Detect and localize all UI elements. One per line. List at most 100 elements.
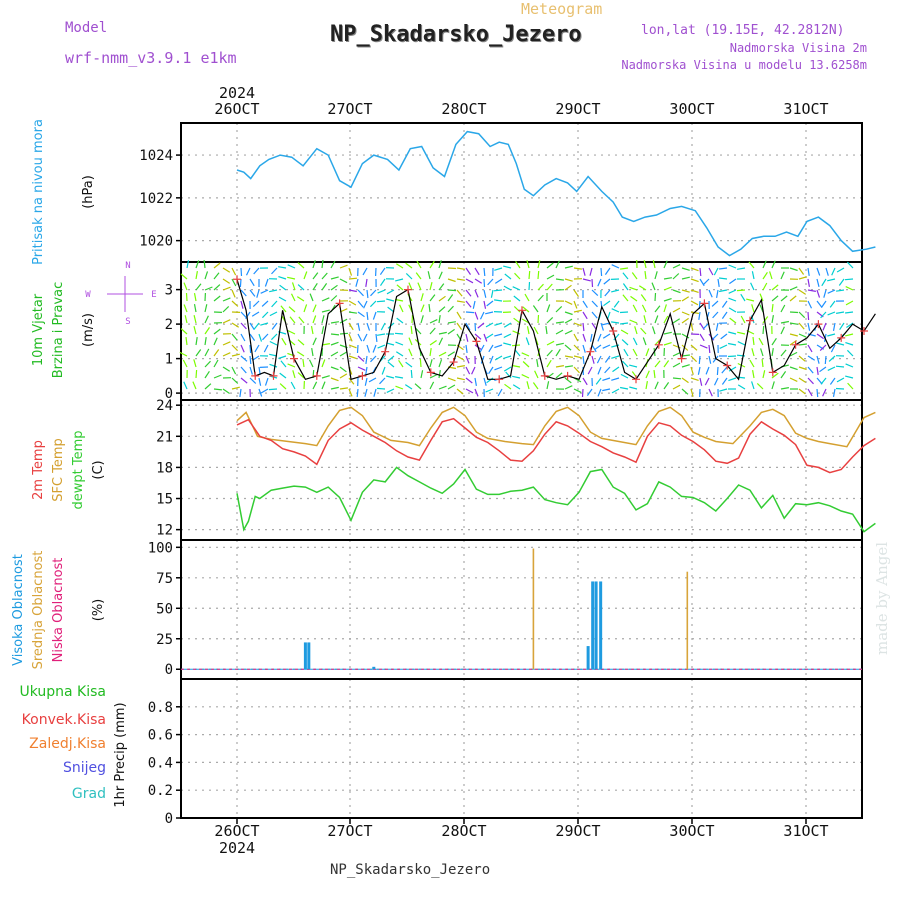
- wind-vector-arrow: [356, 344, 359, 354]
- model-name: wrf-nmm_v3.9.1 e1km: [65, 49, 237, 67]
- wind-gust-marker: [449, 358, 458, 367]
- wind-vector-arrow: [789, 333, 798, 337]
- wind-vector-arrow: [249, 355, 252, 365]
- wind-vector-arrow: [447, 384, 456, 390]
- dewpt-axis-label: dewpt Temp: [71, 430, 86, 509]
- wind-vector-arrow: [429, 260, 435, 269]
- wind-vector-arrow: [534, 370, 539, 379]
- wind-vector-arrow: [269, 363, 278, 368]
- wind-vector-arrow: [697, 366, 701, 375]
- wind-vector-arrow: [213, 295, 221, 302]
- wind-vector-arrow: [736, 289, 746, 292]
- panel-frame: [180, 678, 863, 819]
- wind-vector-arrow: [381, 366, 386, 375]
- wind-vector-arrow: [807, 267, 810, 276]
- wind-vector-arrow: [287, 276, 296, 280]
- pressure-axis-label: Pritisak na nivou mora: [31, 119, 46, 265]
- wind-vector-arrow: [719, 277, 728, 280]
- wind-vector-arrow: [762, 282, 768, 291]
- wind-vector-arrow: [532, 305, 539, 313]
- wind-vector-arrow: [830, 344, 836, 353]
- wind-vector-arrow: [780, 304, 786, 313]
- wind-vector-arrow: [263, 344, 269, 353]
- wind-axis-sublabel: Brzina i Pravac: [51, 282, 66, 379]
- y-tick-label: 100: [148, 540, 173, 556]
- wind-vector-arrow: [387, 306, 395, 313]
- wind-vector-arrow: [438, 351, 447, 357]
- wind-vector-arrow: [672, 289, 681, 294]
- wind-vector-arrow: [846, 261, 854, 269]
- wind-vector-arrow: [771, 295, 779, 302]
- wind-gust-marker: [312, 371, 321, 380]
- wind-vector-arrow: [780, 326, 785, 335]
- wind-vector-arrow: [483, 289, 487, 298]
- wind-vector-arrow: [231, 386, 240, 390]
- wind-vector-arrow: [357, 300, 364, 308]
- wind-vector-arrow: [264, 278, 269, 287]
- wind-vector-arrow: [582, 278, 591, 282]
- wind-vector-arrow: [681, 354, 690, 357]
- wind-vector-arrow: [330, 377, 339, 382]
- wind-vector-arrow: [515, 260, 521, 269]
- wind-vector-arrow: [474, 322, 477, 332]
- wind-vector-arrow: [705, 366, 710, 375]
- wind-gust-marker: [404, 285, 412, 294]
- temp2m-axis-label: 2m Temp: [31, 440, 46, 500]
- wind-vector-arrow: [438, 315, 441, 324]
- wind-vector-arrow: [204, 304, 208, 313]
- wind-vector-arrow: [555, 278, 564, 281]
- wind-vector-arrow: [348, 344, 357, 349]
- wind-vector-arrow: [312, 304, 317, 313]
- wind-vector-arrow: [845, 342, 854, 346]
- x-tick-label-top: 27OCT: [327, 100, 372, 118]
- wind-vector-arrow: [845, 300, 854, 306]
- wind-vector-arrow: [416, 260, 422, 269]
- y-tick-label: 1: [165, 352, 173, 368]
- chart-title: NP_Skadarsko_Jezero: [330, 22, 582, 47]
- wind-vector-arrow: [789, 377, 798, 382]
- wind-vector-arrow: [503, 355, 512, 359]
- wind-vector-arrow: [494, 366, 503, 371]
- wind-gust-marker: [723, 361, 732, 370]
- wind-vector-arrow: [419, 358, 422, 368]
- wind-vector-arrow: [485, 322, 494, 328]
- wind-vector-arrow: [477, 322, 485, 329]
- wind-vector-arrow: [663, 286, 672, 291]
- wind-vector-arrow: [287, 264, 296, 269]
- wind-vector-arrow: [816, 278, 820, 287]
- wind-vector-arrow: [721, 311, 728, 319]
- wind-vector-arrow: [312, 381, 318, 390]
- wind-vector-arrow: [846, 349, 854, 357]
- wind-vector-arrow: [638, 285, 647, 291]
- wind-vector-arrow: [573, 355, 582, 359]
- wind-vector-arrow: [474, 333, 482, 340]
- wind-vector-arrow: [780, 349, 787, 357]
- wind-vector-arrow: [204, 286, 213, 291]
- wind-vector-arrow: [819, 344, 827, 352]
- wind-vector-arrow: [321, 309, 330, 313]
- wind-vector-arrow: [271, 322, 278, 330]
- y-tick-label: 24: [156, 398, 173, 414]
- wind-vector-arrow: [819, 366, 827, 373]
- wind-vector-arrow: [420, 304, 425, 313]
- wind-vector-arrow: [820, 311, 827, 319]
- wind-vector-arrow: [486, 300, 494, 307]
- wind-vector-arrow: [262, 333, 269, 341]
- wind-vector-arrow: [474, 278, 483, 284]
- wind-vector-arrow: [522, 361, 530, 368]
- wind-vector-arrow: [632, 337, 638, 346]
- wind-vector-arrow: [494, 267, 503, 271]
- wind-vector-arrow: [222, 319, 231, 324]
- wind-vector-arrow: [366, 311, 369, 320]
- wind-vector-arrow: [193, 292, 197, 302]
- y-tick-label: 1022: [139, 191, 173, 207]
- wind-vector-arrow: [364, 388, 368, 397]
- wind-vector-arrow: [663, 260, 668, 269]
- wind-vector-arrow: [494, 322, 503, 326]
- wind-vector-arrow: [330, 321, 339, 324]
- wind-vector-arrow: [602, 322, 611, 326]
- wind-vector-arrow: [357, 355, 365, 362]
- wind-vector-arrow: [195, 337, 198, 346]
- wind-vector-arrow: [357, 366, 366, 371]
- wind-vector-arrow: [546, 304, 551, 313]
